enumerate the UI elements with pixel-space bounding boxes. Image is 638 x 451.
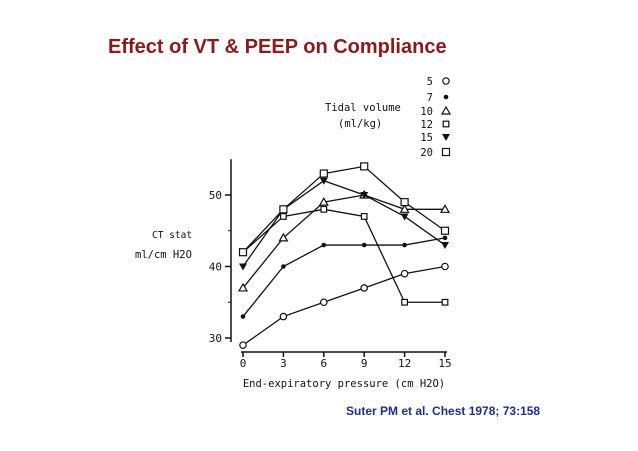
legend-marker-15 xyxy=(442,134,450,141)
legend-label-10: 10 xyxy=(420,106,433,118)
point-7-6 xyxy=(321,242,327,248)
point-5-15 xyxy=(441,262,449,271)
point-20-15 xyxy=(440,226,450,235)
citation: Suter PM et al. Chest 1978; 73:158 xyxy=(346,404,541,418)
slide-title: Effect of VT & PEEP on Compliance xyxy=(108,36,447,58)
point-12-6 xyxy=(320,205,328,213)
point-7-0 xyxy=(240,314,246,319)
series-line-12 xyxy=(242,208,445,303)
legend-label-5: 5 xyxy=(427,76,433,88)
x-tick-label-12: 12 xyxy=(398,357,411,370)
x-tick-label-3: 3 xyxy=(280,357,287,370)
x-tick-label-15: 15 xyxy=(438,357,451,370)
point-10-15 xyxy=(439,204,451,213)
point-20-3 xyxy=(279,205,288,214)
point-12-9 xyxy=(360,213,368,220)
legend-title-line2: (ml/kg) xyxy=(338,118,382,130)
point-20-9 xyxy=(360,162,369,171)
series-10 xyxy=(237,189,451,292)
legend-marker-5 xyxy=(442,77,450,85)
legend-label-20: 20 xyxy=(420,147,433,159)
point-5-9 xyxy=(360,284,369,292)
point-12-3 xyxy=(280,213,287,220)
y-axis-label-line1: CT stat xyxy=(152,230,192,241)
y-tick-label-50: 50 xyxy=(209,189,222,202)
series-line-20 xyxy=(242,165,446,253)
point-7-3 xyxy=(281,264,286,269)
legend-marker-12 xyxy=(442,120,450,128)
point-15-0 xyxy=(239,263,247,271)
point-7-15 xyxy=(442,235,448,241)
x-axis-label: End-expiratory pressure (cm H2O) xyxy=(243,378,445,390)
point-5-6 xyxy=(319,298,328,307)
point-10-12 xyxy=(399,204,410,213)
point-10-6 xyxy=(318,196,329,206)
point-15-6 xyxy=(319,177,328,185)
point-20-0 xyxy=(238,248,248,257)
point-5-12 xyxy=(400,269,409,278)
series-15 xyxy=(239,177,449,271)
series-5 xyxy=(239,262,449,349)
series-line-10 xyxy=(242,194,445,289)
x-tick-label-9: 9 xyxy=(361,357,368,370)
legend-title-line1: Tidal volume xyxy=(325,102,401,114)
point-12-12 xyxy=(401,298,408,306)
point-5-0 xyxy=(239,341,247,349)
point-5-3 xyxy=(279,312,288,321)
y-axis-label-line2: ml/cm H2O xyxy=(135,249,192,261)
point-10-3 xyxy=(278,232,289,242)
y-tick-label-30: 30 xyxy=(209,332,222,345)
legend-marker-10 xyxy=(440,105,452,115)
legend-label-12: 12 xyxy=(420,119,433,131)
point-15-12 xyxy=(400,213,409,221)
y-tick-label-40: 40 xyxy=(209,261,222,274)
legend-marker-20 xyxy=(441,147,451,157)
series-7 xyxy=(240,235,448,319)
point-15-9 xyxy=(360,192,369,199)
legend-label-7: 7 xyxy=(427,92,433,104)
legend-marker-7 xyxy=(443,94,449,100)
point-20-12 xyxy=(400,198,409,207)
point-10-0 xyxy=(237,282,249,292)
series-line-15 xyxy=(242,179,446,267)
x-tick-label-0: 0 xyxy=(240,357,247,370)
point-20-6 xyxy=(319,169,328,178)
series-line-5 xyxy=(242,265,446,346)
point-7-12 xyxy=(402,242,407,248)
series-20 xyxy=(238,162,450,257)
point-7-9 xyxy=(361,242,367,248)
x-tick-label-6: 6 xyxy=(320,357,327,370)
point-15-15 xyxy=(441,242,449,250)
legend-label-15: 15 xyxy=(420,132,433,144)
series-line-7 xyxy=(242,237,446,317)
point-12-15 xyxy=(441,298,449,306)
